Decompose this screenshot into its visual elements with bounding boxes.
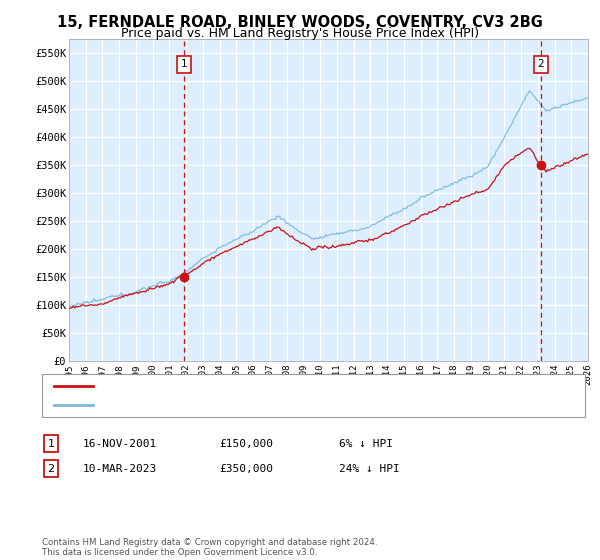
Text: 6% ↓ HPI: 6% ↓ HPI — [339, 438, 393, 449]
Text: 24% ↓ HPI: 24% ↓ HPI — [339, 464, 400, 474]
Text: 15, FERNDALE ROAD, BINLEY WOODS, COVENTRY, CV3 2BG (detached house): 15, FERNDALE ROAD, BINLEY WOODS, COVENTR… — [99, 381, 487, 391]
Text: £150,000: £150,000 — [219, 438, 273, 449]
Text: 2: 2 — [538, 59, 544, 69]
Text: 16-NOV-2001: 16-NOV-2001 — [83, 438, 157, 449]
Text: 2: 2 — [47, 464, 55, 474]
Text: HPI: Average price, detached house, Rugby: HPI: Average price, detached house, Rugb… — [99, 400, 314, 410]
Text: 1: 1 — [181, 59, 187, 69]
Text: Contains HM Land Registry data © Crown copyright and database right 2024.
This d: Contains HM Land Registry data © Crown c… — [42, 538, 377, 557]
Text: 15, FERNDALE ROAD, BINLEY WOODS, COVENTRY, CV3 2BG: 15, FERNDALE ROAD, BINLEY WOODS, COVENTR… — [57, 15, 543, 30]
Text: 10-MAR-2023: 10-MAR-2023 — [83, 464, 157, 474]
Text: 1: 1 — [47, 438, 55, 449]
Text: £350,000: £350,000 — [219, 464, 273, 474]
Text: Price paid vs. HM Land Registry's House Price Index (HPI): Price paid vs. HM Land Registry's House … — [121, 27, 479, 40]
